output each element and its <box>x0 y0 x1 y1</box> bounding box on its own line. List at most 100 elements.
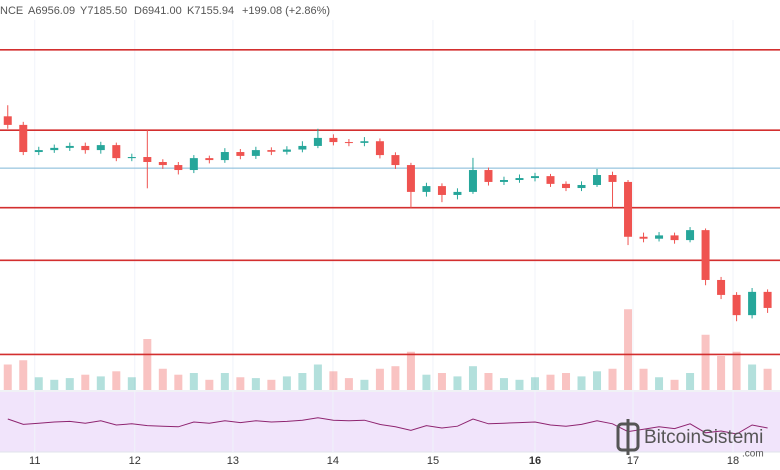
volume-bar <box>763 368 772 390</box>
candle-body <box>763 291 772 308</box>
volume-bar <box>127 377 136 390</box>
candle-body <box>298 145 307 150</box>
candle-body <box>360 141 369 143</box>
watermark-name: BitcoinSistemi <box>644 427 763 448</box>
volume-bar <box>670 379 679 390</box>
volume-bar <box>112 371 121 390</box>
candle-body <box>65 145 74 148</box>
candle-body <box>530 176 539 179</box>
volume-bar <box>329 371 338 390</box>
volume-bar <box>220 373 229 390</box>
candle-body <box>96 145 105 151</box>
volume-bar <box>81 374 90 390</box>
candle-body <box>375 141 384 156</box>
candle-body <box>344 142 353 144</box>
candle-body <box>220 152 229 161</box>
candle-body <box>515 178 524 180</box>
volume-bar <box>593 371 602 390</box>
x-tick-label: 14 <box>327 455 339 467</box>
rsi-pane <box>0 392 780 452</box>
volume-bar <box>96 376 105 390</box>
volume-bar <box>251 378 260 390</box>
candle-body <box>499 180 508 182</box>
volume-bar <box>701 334 710 390</box>
volume-bar <box>748 364 757 390</box>
candle-body <box>174 165 183 171</box>
candle-body <box>453 191 462 195</box>
x-tick-label: 12 <box>129 455 141 467</box>
candle-body <box>112 145 121 159</box>
volume-bar <box>189 373 198 390</box>
volume-bar <box>174 374 183 390</box>
candle-body <box>701 230 710 280</box>
close-value: K7155.94 <box>187 5 234 17</box>
volume-bar <box>484 373 493 390</box>
candle-body <box>236 152 245 156</box>
candle-body <box>624 181 633 237</box>
volume-bar <box>360 379 369 390</box>
candle-body <box>422 186 431 192</box>
candle-body <box>717 279 726 295</box>
candle-body <box>189 158 198 171</box>
volume-bar <box>686 373 695 390</box>
x-tick-label: 18 <box>727 455 739 467</box>
volume-bar <box>19 360 28 390</box>
volume-bar <box>468 366 477 390</box>
volume-bar <box>422 374 431 390</box>
volume-bar <box>732 351 741 390</box>
candle-body <box>608 175 617 182</box>
header: NCE A6956.09 Y7185.50 D6941.00 K7155.94 … <box>0 5 330 17</box>
candle-body <box>655 235 664 239</box>
candle-body <box>158 162 167 166</box>
volume-bar <box>499 378 508 390</box>
volume-bar <box>205 379 214 390</box>
volume-bar <box>375 368 384 390</box>
volume-bar <box>313 364 322 390</box>
volume-bar <box>437 373 446 390</box>
candle-body <box>313 137 322 146</box>
volume-bar <box>143 339 152 390</box>
volume-bar <box>158 368 167 390</box>
volume-bar <box>515 379 524 390</box>
volume-bar <box>406 351 415 390</box>
volume-bar <box>717 356 726 390</box>
high-value: Y7185.50 <box>80 5 127 17</box>
volume-bar <box>298 373 307 390</box>
rsi-line <box>7 417 768 435</box>
candle-body <box>205 158 214 161</box>
volume-bar <box>577 376 586 390</box>
candle-body <box>748 291 757 316</box>
x-tick-label: 11 <box>29 455 40 467</box>
volume-bar <box>50 379 59 390</box>
candle-body <box>50 147 59 151</box>
source-label: NCE <box>0 5 23 17</box>
candle-body <box>639 236 648 239</box>
candle-body <box>282 149 291 152</box>
candle-body <box>593 175 602 185</box>
volume-bar <box>546 374 555 390</box>
candle-body <box>329 137 338 143</box>
candle-body <box>686 230 695 241</box>
volume-bar <box>624 309 633 390</box>
volume-bar <box>562 373 571 390</box>
candle-body <box>468 170 477 192</box>
watermark: BitcoinSistemi.com <box>616 419 764 460</box>
volume-bar <box>639 368 648 390</box>
volume-bar <box>344 378 353 390</box>
volume-bar <box>453 376 462 390</box>
watermark-suffix: .com <box>742 449 764 460</box>
candle-body <box>391 155 400 166</box>
low-value: D6941.00 <box>134 5 182 17</box>
candle-body <box>562 183 571 189</box>
candle-body <box>577 184 586 189</box>
volume-bar <box>655 377 664 390</box>
x-tick-label: 17 <box>627 455 639 467</box>
volume-bar <box>3 364 12 390</box>
x-tick-label: 16 <box>529 455 541 467</box>
volume-bar <box>267 379 276 390</box>
volume-bar <box>530 377 539 390</box>
candle-body <box>732 294 741 316</box>
candle-body <box>251 150 260 156</box>
